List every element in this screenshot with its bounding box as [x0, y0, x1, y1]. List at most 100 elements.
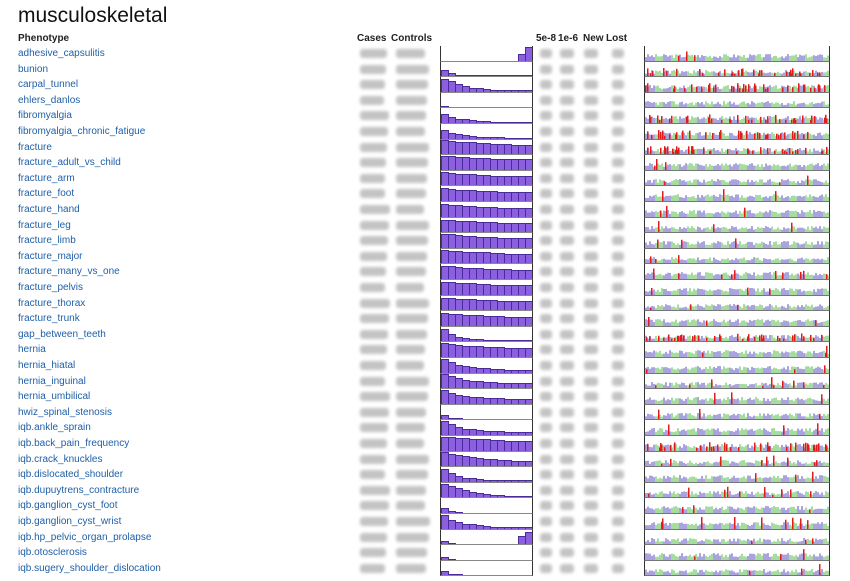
phenotype-link[interactable]: fracture_limb — [18, 235, 76, 247]
manhattan-plot[interactable] — [644, 358, 830, 374]
manhattan-background-mark — [755, 493, 757, 498]
manhattan-plot[interactable] — [644, 280, 830, 296]
manhattan-hit-mark — [748, 84, 750, 92]
manhattan-hit-mark — [742, 68, 744, 77]
manhattan-background-mark — [713, 414, 715, 420]
manhattan-plot[interactable] — [644, 61, 830, 78]
manhattan-plot[interactable] — [644, 139, 830, 156]
manhattan-plot[interactable] — [644, 389, 830, 405]
manhattan-background-mark — [781, 259, 783, 264]
phenotype-link[interactable]: fracture_leg — [18, 219, 71, 231]
manhattan-plot[interactable] — [644, 155, 830, 171]
phenotype-link[interactable]: fibromyalgia — [18, 110, 72, 122]
manhattan-plot[interactable] — [644, 92, 830, 109]
manhattan-background-mark — [749, 260, 751, 264]
manhattan-plot[interactable] — [644, 451, 830, 468]
header-controls[interactable]: Controls — [391, 33, 433, 44]
manhattan-plot[interactable] — [644, 295, 830, 312]
manhattan-background-mark — [789, 275, 791, 280]
manhattan-svg — [645, 83, 829, 92]
manhattan-plot[interactable] — [644, 326, 830, 343]
manhattan-plot[interactable] — [644, 248, 830, 265]
phenotype-link[interactable]: fracture_adult_vs_child — [18, 157, 121, 169]
manhattan-plot[interactable] — [644, 264, 830, 280]
phenotype-link[interactable]: fracture_foot — [18, 188, 75, 200]
manhattan-background-mark — [817, 197, 819, 202]
manhattan-background-mark — [709, 180, 711, 186]
cases-value — [360, 283, 385, 292]
manhattan-background-mark — [699, 400, 701, 404]
manhattan-plot[interactable] — [644, 545, 830, 561]
manhattan-plot[interactable] — [644, 560, 830, 577]
header-new[interactable]: New — [583, 33, 604, 44]
phenotype-link[interactable]: fibromyalgia_chronic_fatigue — [18, 126, 146, 137]
phenotype-link[interactable]: iqb.ganglion_cyst_wrist — [18, 516, 122, 527]
manhattan-plot[interactable] — [644, 482, 830, 499]
phenotype-link[interactable]: gap_between_teeth — [18, 328, 106, 340]
phenotype-link[interactable]: iqb.otosclerosis — [18, 547, 87, 559]
header-lost[interactable]: Lost — [606, 33, 628, 44]
manhattan-plot[interactable] — [644, 373, 830, 390]
manhattan-plot[interactable] — [644, 202, 830, 218]
phenotype-link[interactable]: iqb.sugery_shoulder_dislocation — [18, 562, 161, 574]
manhattan-background-mark — [677, 323, 679, 326]
manhattan-plot[interactable] — [644, 436, 830, 452]
phenotype-link[interactable]: hernia_umbilical — [18, 391, 91, 403]
manhattan-plot[interactable] — [644, 342, 830, 358]
manhattan-plot[interactable] — [644, 108, 830, 124]
manhattan-plot[interactable] — [644, 77, 830, 93]
phenotype-link[interactable]: fracture_pelvis — [18, 282, 84, 293]
phenotype-link[interactable]: iqb.dupuytrens_contracture — [18, 484, 140, 496]
phenotype-link[interactable]: hernia_hiatal — [18, 360, 76, 371]
phenotype-link[interactable]: hernia_inguinal — [18, 375, 86, 387]
manhattan-background-mark — [697, 179, 699, 186]
phenotype-link[interactable]: hernia — [18, 344, 46, 356]
phenotype-link[interactable]: fracture_trunk — [18, 313, 80, 325]
manhattan-plot[interactable] — [644, 217, 830, 234]
manhattan-plot[interactable] — [644, 498, 830, 514]
phenotype-link[interactable]: iqb.ankle_sprain — [18, 422, 91, 434]
phenotype-link[interactable]: fracture — [18, 141, 52, 153]
lost-value — [612, 439, 624, 448]
manhattan-background-mark — [765, 572, 767, 576]
manhattan-plot[interactable] — [644, 420, 830, 436]
manhattan-background-mark — [725, 86, 727, 92]
phenotype-link[interactable]: iqb.back_pain_frequency — [18, 438, 130, 449]
manhattan-background-mark — [793, 290, 795, 295]
manhattan-background-mark — [683, 523, 685, 529]
manhattan-plot[interactable] — [644, 186, 830, 202]
phenotype-link[interactable]: bunion — [18, 63, 49, 75]
controls-value — [396, 392, 428, 402]
manhattan-plot[interactable] — [644, 124, 830, 140]
phenotype-link[interactable]: adhesive_capsulitis — [18, 48, 105, 59]
manhattan-plot[interactable] — [644, 233, 830, 249]
manhattan-plot[interactable] — [644, 311, 830, 327]
p5e8-value — [540, 111, 552, 121]
phenotype-link[interactable]: fracture_many_vs_one — [18, 266, 120, 278]
header-1e-6[interactable]: 1e-6 — [558, 33, 579, 44]
manhattan-plot[interactable] — [644, 514, 830, 530]
header-cases[interactable]: Cases — [357, 33, 387, 44]
phenotype-link[interactable]: fracture_hand — [18, 204, 80, 215]
manhattan-plot[interactable] — [644, 467, 830, 483]
manhattan-plot[interactable] — [644, 529, 830, 546]
phenotype-link[interactable]: iqb.dislocated_shoulder — [18, 469, 124, 481]
phenotype-link[interactable]: fracture_arm — [18, 172, 75, 184]
p1e6-value — [560, 314, 574, 324]
manhattan-plot[interactable] — [644, 170, 830, 187]
manhattan-background-mark — [779, 150, 781, 155]
manhattan-plot[interactable] — [644, 46, 830, 62]
phenotype-link[interactable]: carpal_tunnel — [18, 79, 79, 91]
phenotype-link[interactable]: fracture_major — [18, 250, 83, 262]
phenotype-link[interactable]: ehlers_danlos — [18, 94, 81, 106]
manhattan-background-mark — [735, 415, 737, 420]
header-phenotype[interactable]: Phenotype — [18, 33, 70, 44]
phenotype-link[interactable]: iqb.crack_knuckles — [18, 453, 103, 465]
header-5e-8[interactable]: 5e-8 — [536, 33, 557, 44]
phenotype-link[interactable]: iqb.hp_pelvic_organ_prolapse — [18, 531, 152, 543]
phenotype-link[interactable]: fracture_thorax — [18, 297, 86, 309]
manhattan-background-mark — [757, 508, 759, 514]
phenotype-link[interactable]: hwiz_spinal_stenosis — [18, 406, 112, 418]
manhattan-plot[interactable] — [644, 404, 830, 421]
phenotype-link[interactable]: iqb.ganglion_cyst_foot — [18, 500, 118, 512]
